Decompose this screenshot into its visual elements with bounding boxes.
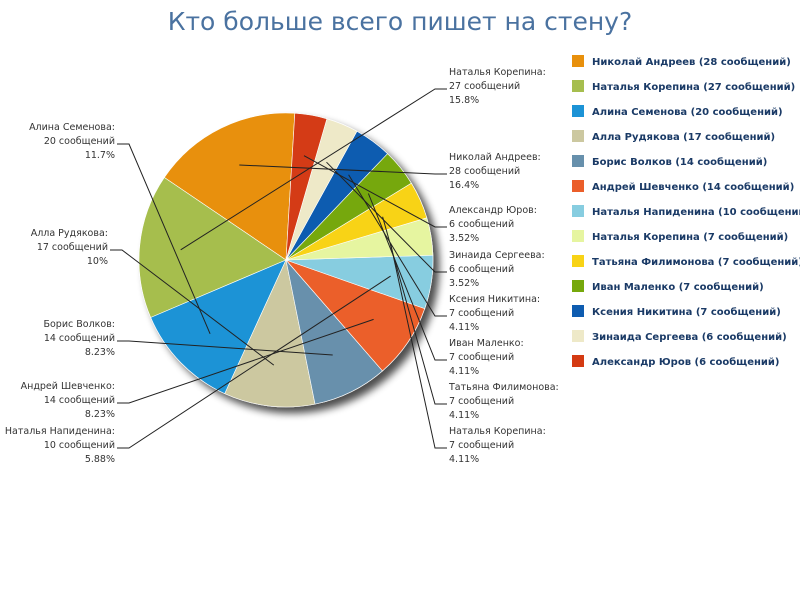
slice-label-count: 20 сообщений [44, 136, 115, 147]
legend-entry: Андрей Шевченко (14 сообщений) [592, 181, 794, 193]
slice-leader-line [117, 340, 333, 356]
legend-swatch [572, 205, 584, 217]
label-leader-lines [110, 88, 447, 449]
slice-label-name: Наталья Корепина: [449, 426, 546, 437]
slice-leader-line [348, 174, 447, 317]
legend-entry: Борис Волков (14 сообщений) [592, 156, 767, 168]
legend-entry: Александр Юров (6 сообщений) [592, 356, 780, 368]
legend-swatch [572, 180, 584, 192]
legend-swatch [572, 355, 584, 367]
legend-swatch [572, 255, 584, 267]
slice-leader-line [117, 318, 374, 404]
slice-leader-line [117, 143, 211, 334]
legend-entry: Зинаида Сергеева (6 сообщений) [592, 331, 787, 343]
slice-leader-line [180, 88, 447, 251]
slice-leader-line [326, 161, 447, 273]
slice-label-count: 14 сообщений [44, 333, 115, 344]
slice-label-name: Алина Семенова: [29, 122, 115, 133]
legend-entry: Иван Маленко (7 сообщений) [592, 281, 764, 293]
legend-entry: Алла Рудякова (17 сообщений) [592, 131, 775, 143]
slice-label-count: 7 сообщений [449, 396, 514, 407]
slice-leader-line [110, 249, 275, 366]
pie-slices [138, 112, 434, 408]
slice-leader-line [390, 242, 447, 449]
slice-leader-line [117, 275, 391, 449]
legend-swatch [572, 280, 584, 292]
slice-label-name: Алла Рудякова: [31, 228, 108, 239]
slice-label-name: Борис Волков: [43, 319, 115, 330]
slice-label-name: Наталья Корепина: [449, 67, 546, 78]
legend: Николай Андреев (28 сообщений) Наталья Ко… [572, 55, 800, 368]
slice-label-count: 10 сообщений [44, 440, 115, 451]
pie-slice [285, 112, 328, 261]
slice-label-percent: 11.7% [85, 150, 115, 161]
slice-leader-line [303, 155, 447, 228]
legend-swatch [572, 230, 584, 242]
slice-label-percent: 16.4% [449, 180, 479, 191]
slice-label-name: Ксения Никитина: [449, 294, 540, 305]
legend-entry: Татьяна Филимонова (7 сообщений) [592, 256, 800, 268]
slice-leader-line [239, 164, 447, 175]
slice-label-count: 28 сообщений [449, 166, 520, 177]
legend-entry: Наталья Напиденина (10 сообщений) [592, 206, 800, 218]
slice-label-count: 17 сообщений [37, 242, 108, 253]
pie-slice [138, 177, 287, 318]
slice-label-percent: 4.11% [449, 366, 479, 377]
legend-swatch [572, 305, 584, 317]
slice-label-name: Наталья Напиденина: [5, 426, 115, 437]
slice-label-name: Зинаида Сергеева: [449, 250, 545, 261]
slice-label-percent: 4.11% [449, 454, 479, 465]
slice-label-name: Татьяна Филимонова: [448, 382, 559, 393]
pie-slice [163, 112, 296, 261]
chart-title: Кто больше всего пишет на стену? [168, 7, 633, 36]
slice-label-name: Александр Юров: [449, 205, 537, 216]
legend-swatch [572, 330, 584, 342]
slice-label-percent: 4.11% [449, 322, 479, 333]
slice-label-percent: 5.88% [85, 454, 115, 465]
legend-entry: Наталья Корепина (7 сообщений) [592, 231, 788, 243]
slice-label-name: Андрей Шевченко: [21, 381, 115, 392]
legend-swatch [572, 80, 584, 92]
slice-label-percent: 10% [87, 256, 108, 267]
legend-entry: Ксения Никитина (7 сообщений) [592, 306, 781, 318]
slice-label-percent: 4.11% [449, 410, 479, 421]
legend-swatch [572, 130, 584, 142]
slice-label-count: 14 сообщений [44, 395, 115, 406]
slice-label-count: 6 сообщений [449, 219, 514, 230]
slice-label-percent: 15.8% [449, 95, 479, 106]
slice-label-percent: 8.23% [85, 409, 115, 420]
legend-entry: Наталья Корепина (27 сообщений) [592, 81, 795, 93]
legend-entry: Алина Семенова (20 сообщений) [592, 106, 783, 118]
slice-label-percent: 8.23% [85, 347, 115, 358]
slice-label-name: Иван Маленко: [449, 338, 524, 349]
legend-entry: Николай Андреев (28 сообщений) [592, 56, 791, 68]
slice-label-count: 6 сообщений [449, 264, 514, 275]
slice-label-count: 7 сообщений [449, 440, 514, 451]
slice-label-count: 27 сообщений [449, 81, 520, 92]
legend-swatch [572, 55, 584, 67]
slice-label-percent: 3.52% [449, 233, 479, 244]
slice-label-count: 7 сообщений [449, 352, 514, 363]
slice-label-percent: 3.52% [449, 278, 479, 289]
legend-swatch [572, 105, 584, 117]
slice-label-count: 7 сообщений [449, 308, 514, 319]
slice-labels: Николай Андреев: 28 сообщений 16.4% Наталья… [5, 67, 559, 465]
slice-label-name: Николай Андреев: [449, 152, 541, 163]
pie-slice [150, 259, 287, 395]
legend-swatch [572, 155, 584, 167]
slice-leader-line [382, 216, 447, 405]
slice-leader-line [367, 193, 447, 361]
